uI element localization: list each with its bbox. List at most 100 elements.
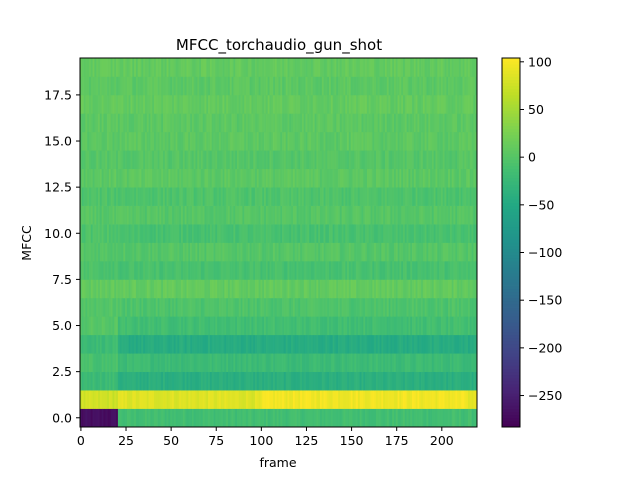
heatmap-cell (264, 187, 267, 206)
heatmap-cell (310, 316, 314, 336)
heatmap-cell (291, 94, 294, 114)
heatmap-cell (453, 168, 456, 188)
heatmap-cell (462, 334, 465, 354)
heatmap-cell (446, 260, 449, 280)
heatmap-cell (329, 131, 332, 151)
heatmap-cell (98, 168, 101, 188)
heatmap-cell (305, 58, 308, 77)
heatmap-cell (466, 150, 469, 170)
heatmap-cell (466, 224, 469, 243)
heatmap-cell (330, 205, 333, 225)
heatmap-cell (399, 260, 402, 280)
heatmap-cell (163, 316, 166, 336)
heatmap-cell (296, 187, 299, 206)
heatmap-cell (379, 224, 382, 243)
heatmap-cell (267, 371, 270, 391)
heatmap-cell (325, 334, 328, 354)
heatmap-cell (412, 131, 415, 151)
heatmap-cell (408, 390, 411, 409)
heatmap-cell (413, 371, 416, 391)
heatmap-cell (318, 131, 321, 151)
heatmap-cell (226, 187, 229, 206)
heatmap-cell (343, 150, 346, 170)
heatmap-cell (242, 371, 245, 391)
heatmap-cell (341, 76, 344, 96)
heatmap-cell (260, 113, 263, 133)
heatmap-cell (242, 316, 245, 336)
heatmap-cell (244, 150, 247, 170)
heatmap-cell (424, 316, 427, 336)
heatmap-cell (300, 187, 303, 206)
heatmap-cell (224, 334, 227, 354)
heatmap-cell (363, 150, 366, 170)
heatmap-cell (246, 279, 249, 299)
heatmap-cell (289, 224, 292, 243)
heatmap-cell (209, 297, 213, 317)
heatmap-cell (130, 408, 133, 428)
heatmap-cell (108, 76, 112, 96)
heatmap-cell (139, 279, 142, 299)
heatmap-cell (114, 279, 117, 299)
heatmap-cell (384, 353, 388, 372)
heatmap-cell (424, 113, 427, 133)
heatmap-cell (390, 187, 393, 206)
heatmap-cell (318, 168, 321, 188)
heatmap-cell (199, 150, 202, 170)
heatmap-cell (375, 94, 379, 114)
heatmap-cell (235, 113, 238, 133)
heatmap-cell (408, 224, 411, 243)
heatmap-cell (471, 58, 474, 77)
heatmap-cell (307, 334, 310, 354)
heatmap-cell (125, 279, 128, 299)
heatmap-cell (451, 150, 454, 170)
heatmap-cell (99, 168, 102, 188)
heatmap-cell (206, 334, 209, 354)
heatmap-cell (390, 94, 393, 114)
heatmap-cell (446, 94, 449, 114)
heatmap-cell (303, 316, 306, 336)
heatmap-cell (282, 76, 285, 96)
colorbar-segment (502, 113, 520, 117)
heatmap-cell (348, 297, 352, 317)
heatmap-cell (473, 242, 476, 262)
heatmap-cell (473, 279, 476, 299)
heatmap-cell (152, 371, 155, 391)
heatmap-cell (90, 334, 93, 354)
heatmap-cell (89, 94, 92, 114)
heatmap-cells (80, 58, 478, 428)
heatmap-cell (393, 113, 397, 133)
heatmap-cell (269, 334, 272, 354)
heatmap-cell (379, 168, 382, 188)
heatmap-cell (318, 58, 321, 77)
heatmap-cell (356, 187, 359, 206)
heatmap-cell (164, 297, 167, 317)
heatmap-cell (204, 224, 207, 243)
heatmap-cell (105, 168, 108, 188)
heatmap-cell (197, 297, 200, 317)
heatmap-cell (430, 94, 433, 114)
heatmap-cell (168, 187, 171, 206)
heatmap-cell (348, 408, 352, 428)
heatmap-cell (262, 334, 265, 354)
heatmap-cell (173, 94, 176, 114)
heatmap-cell (421, 131, 424, 151)
heatmap-cell (186, 408, 189, 428)
heatmap-cell (383, 94, 386, 114)
heatmap-cell (426, 131, 429, 151)
heatmap-cell (168, 260, 171, 280)
heatmap-cell (173, 224, 176, 243)
heatmap-cell (424, 242, 427, 262)
heatmap-cell (334, 113, 337, 133)
heatmap-cell (242, 94, 245, 114)
heatmap-cell (262, 150, 265, 170)
heatmap-cell (278, 58, 281, 77)
heatmap-cell (303, 113, 306, 133)
heatmap-cell (392, 390, 395, 409)
heatmap-cell (307, 408, 310, 428)
heatmap-cell (462, 58, 465, 77)
heatmap-cell (244, 187, 247, 206)
heatmap-cell (350, 150, 353, 170)
heatmap-cell (114, 297, 117, 317)
heatmap-cell (460, 187, 463, 206)
heatmap-cell (96, 334, 99, 354)
